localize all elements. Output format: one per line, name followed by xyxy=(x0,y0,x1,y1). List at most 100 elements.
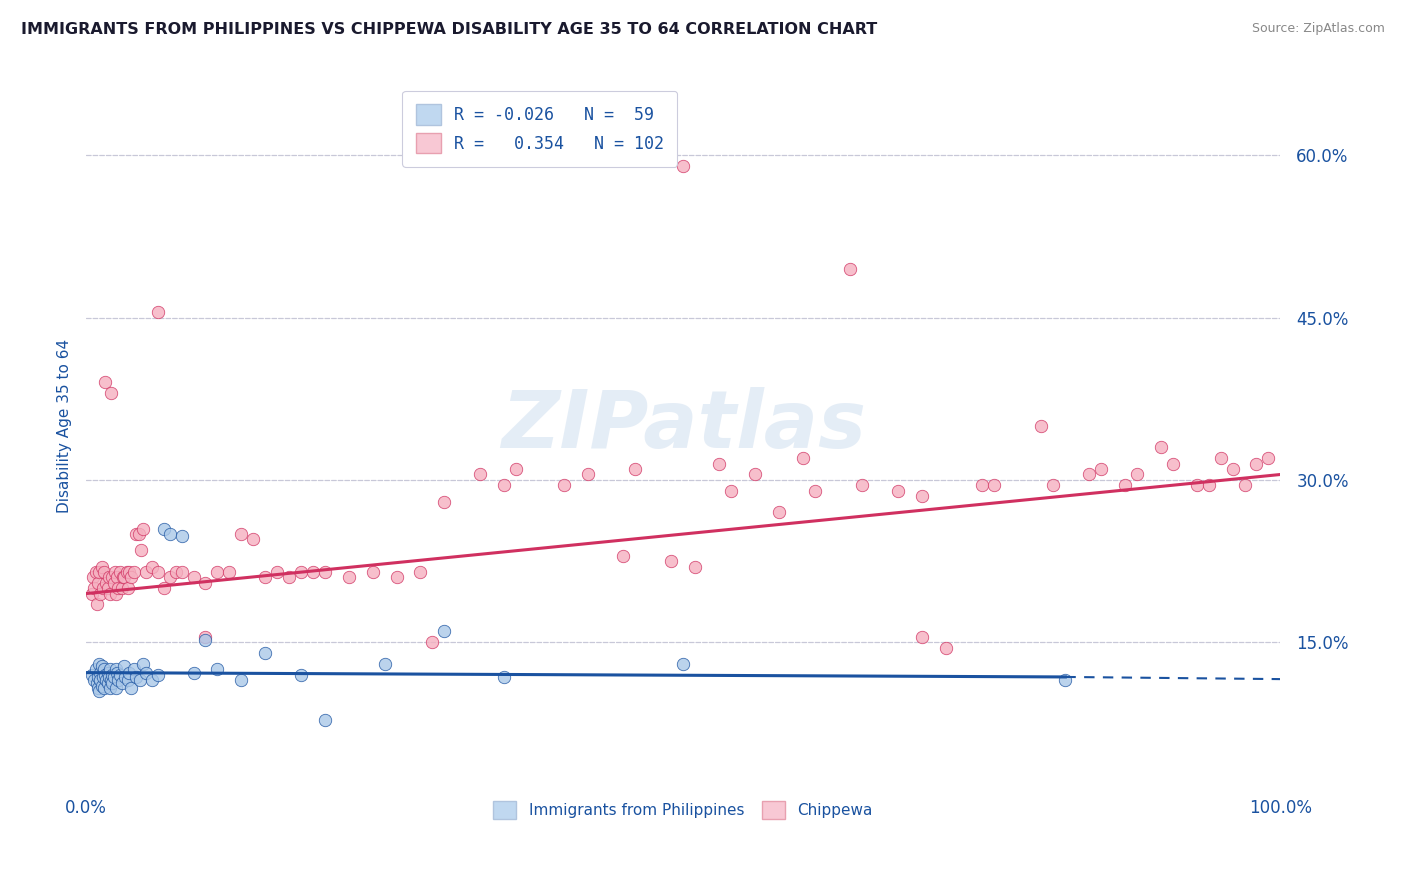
Point xyxy=(470,467,492,482)
Point xyxy=(93,681,115,695)
Point xyxy=(89,586,111,600)
Point xyxy=(97,676,120,690)
Point xyxy=(120,570,142,584)
Point xyxy=(111,676,134,690)
Point xyxy=(553,478,575,492)
Point xyxy=(1257,451,1279,466)
Point xyxy=(1198,478,1220,492)
Point xyxy=(84,662,107,676)
Point xyxy=(96,575,118,590)
Point xyxy=(278,570,301,584)
Point xyxy=(108,565,131,579)
Point xyxy=(159,570,181,584)
Point xyxy=(105,570,128,584)
Point xyxy=(1161,457,1184,471)
Point xyxy=(82,570,104,584)
Point xyxy=(146,305,169,319)
Point xyxy=(128,527,150,541)
Point xyxy=(97,670,120,684)
Point xyxy=(114,670,136,684)
Point xyxy=(218,565,240,579)
Point xyxy=(105,665,128,680)
Point xyxy=(135,665,157,680)
Point xyxy=(104,586,127,600)
Point xyxy=(103,670,125,684)
Point xyxy=(207,662,229,676)
Point xyxy=(302,565,325,579)
Point xyxy=(422,635,444,649)
Point xyxy=(125,527,148,541)
Point xyxy=(103,575,125,590)
Point xyxy=(839,261,862,276)
Point xyxy=(1209,451,1232,466)
Point xyxy=(93,662,115,676)
Point xyxy=(337,570,360,584)
Point xyxy=(122,565,145,579)
Point xyxy=(91,670,114,684)
Point xyxy=(80,586,103,600)
Point xyxy=(101,667,124,681)
Point xyxy=(135,565,157,579)
Text: ZIPatlas: ZIPatlas xyxy=(501,387,866,465)
Point xyxy=(505,462,527,476)
Point xyxy=(89,565,111,579)
Point xyxy=(98,586,121,600)
Point xyxy=(90,659,112,673)
Point xyxy=(683,559,706,574)
Point xyxy=(768,505,790,519)
Point xyxy=(94,667,117,681)
Point xyxy=(170,529,193,543)
Point xyxy=(207,565,229,579)
Point xyxy=(104,662,127,676)
Point xyxy=(100,673,122,688)
Point xyxy=(1042,478,1064,492)
Point xyxy=(101,570,124,584)
Point xyxy=(120,681,142,695)
Point xyxy=(98,681,121,695)
Point xyxy=(314,565,336,579)
Point xyxy=(97,665,120,680)
Point xyxy=(141,559,163,574)
Point xyxy=(100,386,122,401)
Point xyxy=(911,489,934,503)
Point xyxy=(93,565,115,579)
Point xyxy=(576,467,599,482)
Point xyxy=(159,527,181,541)
Point xyxy=(194,630,217,644)
Point xyxy=(141,673,163,688)
Point xyxy=(254,646,277,660)
Point xyxy=(624,462,647,476)
Point xyxy=(115,565,138,579)
Point xyxy=(117,581,139,595)
Point xyxy=(720,483,742,498)
Y-axis label: Disability Age 35 to 64: Disability Age 35 to 64 xyxy=(58,339,72,513)
Point xyxy=(129,543,152,558)
Point xyxy=(111,581,134,595)
Point xyxy=(170,565,193,579)
Point xyxy=(86,598,108,612)
Point xyxy=(1126,467,1149,482)
Point xyxy=(118,665,141,680)
Point xyxy=(659,554,682,568)
Point xyxy=(107,673,129,688)
Point xyxy=(970,478,993,492)
Point xyxy=(90,679,112,693)
Point xyxy=(83,673,105,688)
Point xyxy=(128,673,150,688)
Point xyxy=(89,657,111,671)
Point xyxy=(1090,462,1112,476)
Point xyxy=(104,565,127,579)
Point xyxy=(89,684,111,698)
Point xyxy=(146,565,169,579)
Point xyxy=(672,657,695,671)
Point xyxy=(98,662,121,676)
Point xyxy=(1246,457,1268,471)
Point xyxy=(91,581,114,595)
Point xyxy=(409,565,432,579)
Point xyxy=(266,565,288,579)
Point xyxy=(132,657,155,671)
Point xyxy=(1078,467,1101,482)
Point xyxy=(152,581,174,595)
Point xyxy=(194,575,217,590)
Point xyxy=(83,581,105,595)
